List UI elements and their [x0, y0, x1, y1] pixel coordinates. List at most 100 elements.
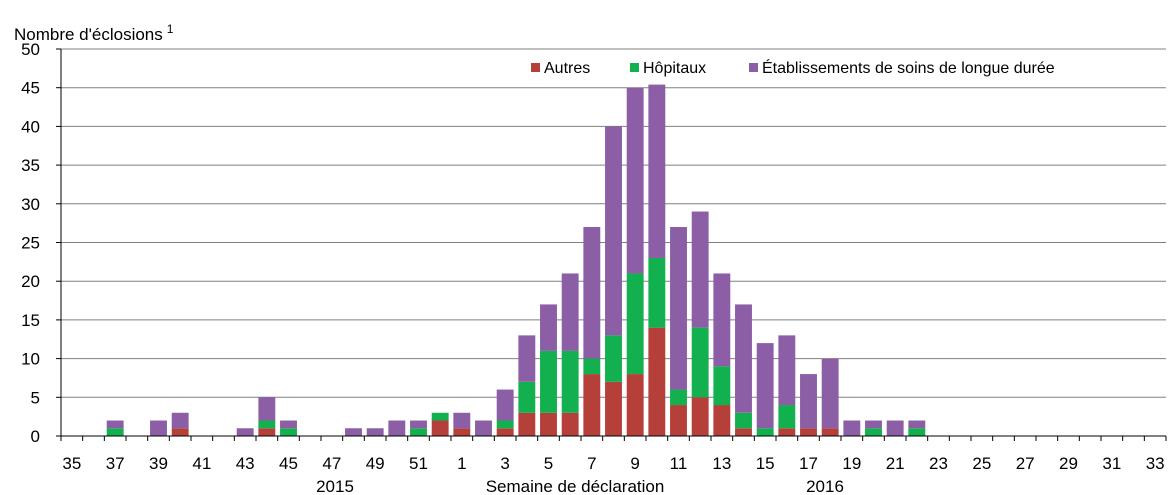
bar-segment-39-series-2: [150, 420, 167, 436]
bar-segment-45-series-2: [280, 420, 297, 429]
x-tick-label: 25: [972, 454, 991, 473]
y-tick-label: 20: [21, 272, 40, 291]
x-tick-label: 31: [1102, 454, 1121, 473]
bar-segment-22-series-1: [908, 428, 926, 436]
bar-segment-4-series-1: [518, 381, 536, 413]
y-tick-label: 35: [21, 156, 40, 175]
y-axis-label: Nombre d'éclosions 1: [14, 22, 174, 44]
x-tick-label: 39: [149, 454, 168, 473]
x-tick-label: 41: [192, 454, 211, 473]
bar-segment-8-series-1: [605, 335, 622, 382]
legend-label-0: Autres: [544, 60, 590, 77]
bar-segment-8-series-0: [605, 381, 622, 436]
year-label-2016: 2016: [806, 477, 844, 495]
bar-segment-40-series-0: [171, 428, 189, 436]
bar-segment-17-series-0: [800, 428, 817, 436]
bar-segment-12-series-0: [691, 397, 709, 436]
y-tick-label: 45: [21, 79, 40, 98]
y-tick-labels: 0 5 10 15 20 25 30 35 40 45 50: [21, 40, 40, 446]
bar-segment-3-series-2: [496, 389, 514, 421]
bar-segment-40-series-2: [171, 412, 189, 429]
x-tick-label: 9: [630, 454, 639, 473]
bar-segment-20-series-1: [865, 428, 882, 436]
bar-segment-1-series-2: [453, 412, 471, 429]
year-label-2015: 2015: [316, 477, 354, 495]
bar-segment-13-series-1: [713, 366, 731, 406]
bar-segment-5-series-0: [540, 412, 557, 436]
x-tick-label: 37: [106, 454, 125, 473]
bar-segment-44-series-0: [258, 428, 276, 436]
x-tick-label: 13: [712, 454, 731, 473]
bar-segment-6-series-2: [561, 273, 579, 351]
legend-label-1: Hôpitaux: [643, 60, 706, 77]
bar-segment-14-series-0: [735, 428, 752, 436]
bar-segment-17-series-2: [800, 374, 817, 429]
bar-segment-52-series-1: [431, 412, 449, 421]
legend-swatch-0: [531, 63, 540, 72]
bar-segment-9-series-2: [626, 87, 644, 274]
bar-segment-10-series-2: [648, 84, 666, 258]
bar-segment-2-series-2: [475, 420, 492, 436]
bar-segment-13-series-2: [713, 273, 731, 367]
bar-segment-15-series-1: [756, 428, 774, 436]
bar-segment-9-series-0: [626, 374, 644, 436]
bar-segment-14-series-1: [735, 412, 752, 429]
bar-segment-12-series-1: [691, 327, 709, 398]
y-tick-label: 25: [21, 234, 40, 253]
y-tick-label: 40: [21, 117, 40, 136]
bar-segment-22-series-2: [908, 420, 926, 429]
bar-segment-51-series-1: [410, 428, 427, 436]
y-axis-label-text: Nombre d'éclosions: [14, 25, 163, 44]
bar-segment-10-series-1: [648, 257, 666, 328]
bar-segment-44-series-1: [258, 420, 276, 429]
x-tick-label: 35: [62, 454, 81, 473]
bar-segment-4-series-2: [518, 335, 536, 382]
x-tick-label: 11: [670, 454, 688, 473]
legend-swatch-2: [749, 63, 758, 72]
x-tick-label: 17: [799, 454, 818, 473]
x-tick-label: 5: [544, 454, 553, 473]
bar-segment-14-series-2: [735, 304, 752, 413]
bar-segment-13-series-0: [713, 405, 731, 436]
bar-segment-11-series-2: [670, 227, 687, 390]
bar-segment-6-series-0: [561, 412, 579, 436]
x-tick-label: 43: [236, 454, 255, 473]
bar-segment-7-series-2: [583, 227, 601, 359]
bar-segment-37-series-2: [106, 420, 124, 429]
y-tick-label: 30: [21, 195, 40, 214]
bar-segment-50-series-2: [388, 420, 406, 436]
bar-segment-51-series-2: [410, 420, 427, 429]
bar-segment-8-series-2: [605, 126, 622, 336]
bar-segment-16-series-2: [778, 335, 796, 406]
bar-segment-7-series-1: [583, 358, 601, 375]
bar-segment-52-series-0: [431, 420, 449, 436]
x-tick-label: 19: [842, 454, 861, 473]
bar-segment-20-series-2: [865, 420, 882, 429]
x-tick-label: 51: [409, 454, 428, 473]
bar-segment-21-series-2: [886, 420, 904, 436]
bar-segment-3-series-1: [496, 420, 514, 429]
bar-segment-43-series-2: [236, 428, 254, 436]
bar-segment-49-series-2: [366, 428, 384, 436]
bar-segment-45-series-1: [280, 428, 297, 436]
x-axis-label: Semaine de déclaration: [486, 477, 665, 495]
bar-segment-18-series-0: [821, 428, 839, 436]
y-axis-label-superscript: 1: [167, 22, 174, 36]
bar-segment-10-series-0: [648, 327, 666, 436]
x-tick-label: 45: [279, 454, 298, 473]
bar-segment-3-series-0: [496, 428, 514, 436]
x-tick-label: 23: [929, 454, 948, 473]
bar-segment-11-series-1: [670, 389, 687, 406]
y-tick-label: 50: [21, 40, 40, 59]
x-tick-label: 49: [366, 454, 385, 473]
x-tick-label: 7: [587, 454, 596, 473]
legend-label-2: Établissements de soins de longue durée: [762, 58, 1055, 77]
x-tick-label: 3: [500, 454, 509, 473]
bar-segment-19-series-2: [843, 420, 861, 436]
bar-segment-16-series-1: [778, 405, 796, 429]
x-tick-labels: 35 37 39 41 43 45 47 49 51 1 3 5 7 9 11 13 15 17 19 21 23 25 2…: [62, 454, 1164, 473]
bar-segment-4-series-0: [518, 412, 536, 436]
legend-swatch-1: [630, 63, 639, 72]
legend: Autres Hôpitaux Établissements de soins de…: [531, 58, 1055, 77]
